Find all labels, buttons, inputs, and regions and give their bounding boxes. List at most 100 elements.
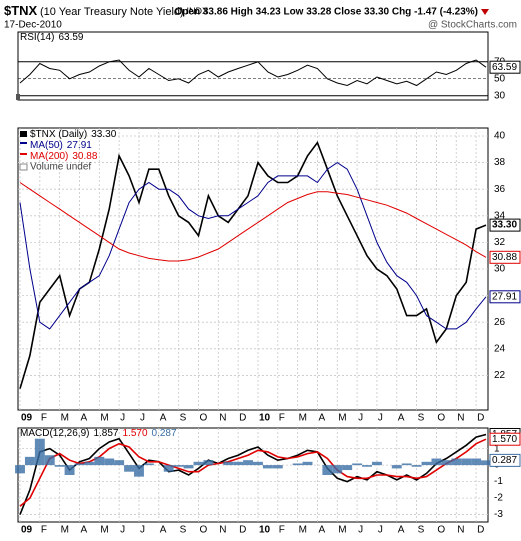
x-tick-label: F: [279, 525, 285, 536]
histogram-bar: [94, 456, 105, 466]
legend-name: MA(200): [30, 151, 68, 162]
y-tick-label: 30: [494, 90, 506, 101]
histogram-bar: [163, 465, 174, 472]
legend-name: MA(50): [30, 140, 63, 151]
legend-name: $TNX (Daily): [30, 129, 87, 140]
x-tick-label: O: [199, 525, 207, 536]
histogram-bar: [84, 461, 95, 466]
x-tick-label: N: [457, 525, 464, 536]
histogram-bar: [173, 465, 184, 467]
x-tick-label: J: [120, 525, 125, 536]
histogram-bar: [332, 465, 343, 474]
legend-value: 1.570: [123, 428, 148, 439]
x-tick-label: D: [239, 413, 246, 424]
x-tick-label: J: [140, 525, 145, 536]
x-tick-label: J: [120, 413, 125, 424]
legend-value: 30.88: [72, 151, 97, 162]
last-value-label: 1.570: [492, 434, 517, 445]
last-value-box: [489, 250, 521, 264]
x-tick-label: N: [457, 413, 464, 424]
x-tick-label: 10: [259, 525, 271, 536]
last-value-box: [489, 432, 521, 446]
histogram-bar: [292, 463, 303, 466]
panel-frame: [17, 31, 489, 101]
x-tick-label: N: [219, 413, 226, 424]
last-value-label: 30.88: [492, 252, 517, 263]
histogram-bar: [362, 465, 372, 467]
histogram-bar: [134, 465, 144, 477]
legend-value: 27.91: [67, 140, 92, 151]
series-line: [19, 161, 487, 330]
legend-entry: $TNX (Daily) 33.30: [30, 129, 117, 140]
last-value-label: 27.91: [492, 291, 517, 302]
histogram-bar: [203, 460, 214, 466]
y-tick-label: 1: [494, 443, 500, 454]
x-tick-label: J: [378, 413, 383, 424]
last-value-label: 33.30: [492, 220, 517, 231]
legend-entry: Volume undef: [30, 162, 91, 173]
histogram-bar: [253, 461, 263, 466]
legend-value: 1.857: [93, 428, 118, 439]
series-line: [19, 59, 487, 87]
histogram-bar: [193, 461, 204, 466]
legend-entry: MA(200) 30.88: [30, 151, 98, 162]
legend-value: 33.30: [91, 129, 116, 140]
series-line: [19, 182, 487, 262]
histogram-bar: [15, 465, 25, 474]
panel-legend: RSI(14) 63.59: [20, 32, 84, 43]
header: $TNX (10 Year Treasury Note Yield) INDX: [4, 3, 208, 18]
histogram-bar: [391, 465, 402, 469]
y-tick-label: 32: [494, 237, 506, 248]
x-tick-label: M: [61, 525, 69, 536]
y-tick-label: 38: [494, 157, 506, 168]
histogram-bar: [243, 460, 253, 466]
histogram-bar: [421, 461, 432, 466]
x-tick-label: A: [80, 413, 87, 424]
histogram-bar: [104, 458, 115, 466]
y-tick-label: -1: [494, 476, 503, 487]
x-tick-label: A: [160, 525, 167, 536]
histogram-bar: [322, 465, 333, 475]
histogram-bar: [183, 465, 194, 469]
x-tick-label: M: [299, 525, 307, 536]
histogram-bar: [262, 465, 273, 469]
histogram-bar: [24, 456, 35, 466]
x-tick-label: J: [358, 413, 363, 424]
x-tick-label: A: [80, 525, 87, 536]
histogram-bar: [401, 463, 412, 466]
symbol: $TNX: [4, 3, 38, 18]
histogram-bar: [54, 465, 65, 467]
x-tick-label: O: [437, 413, 445, 424]
panel-frame: [17, 427, 489, 523]
x-tick-label: N: [219, 525, 226, 536]
x-tick-label: S: [418, 413, 425, 424]
last-value-label: 63.59: [492, 62, 517, 73]
down-arrow: [481, 9, 489, 15]
x-tick-label: J: [378, 525, 383, 536]
histogram-bar: [411, 465, 422, 467]
legend-entry: MA(50) 27.91: [30, 140, 92, 151]
histogram-bar: [114, 460, 125, 466]
x-tick-label: S: [180, 525, 187, 536]
x-tick-label: D: [477, 413, 484, 424]
x-tick-label: M: [338, 525, 346, 536]
x-tick-label: 10: [259, 413, 271, 424]
histogram-bar: [44, 455, 55, 466]
y-tick-label: 24: [494, 343, 506, 354]
x-tick-label: A: [318, 525, 325, 536]
x-tick-label: M: [100, 525, 108, 536]
x-tick-label: F: [279, 413, 285, 424]
x-tick-label: F: [41, 525, 47, 536]
y-tick-label: 36: [494, 184, 506, 195]
series-line: [19, 140, 487, 389]
last-value-box: [489, 290, 521, 304]
panel-legend: MACD(12,26,9) 1.857 1.570 0.287: [20, 428, 177, 439]
x-tick-label: M: [61, 413, 69, 424]
y-tick-label: -2: [494, 493, 503, 504]
exchange: INDX: [187, 6, 209, 16]
histogram-bar: [441, 460, 452, 466]
histogram-bar: [124, 465, 135, 472]
histogram-bar: [451, 458, 462, 466]
x-tick-label: F: [41, 413, 47, 424]
